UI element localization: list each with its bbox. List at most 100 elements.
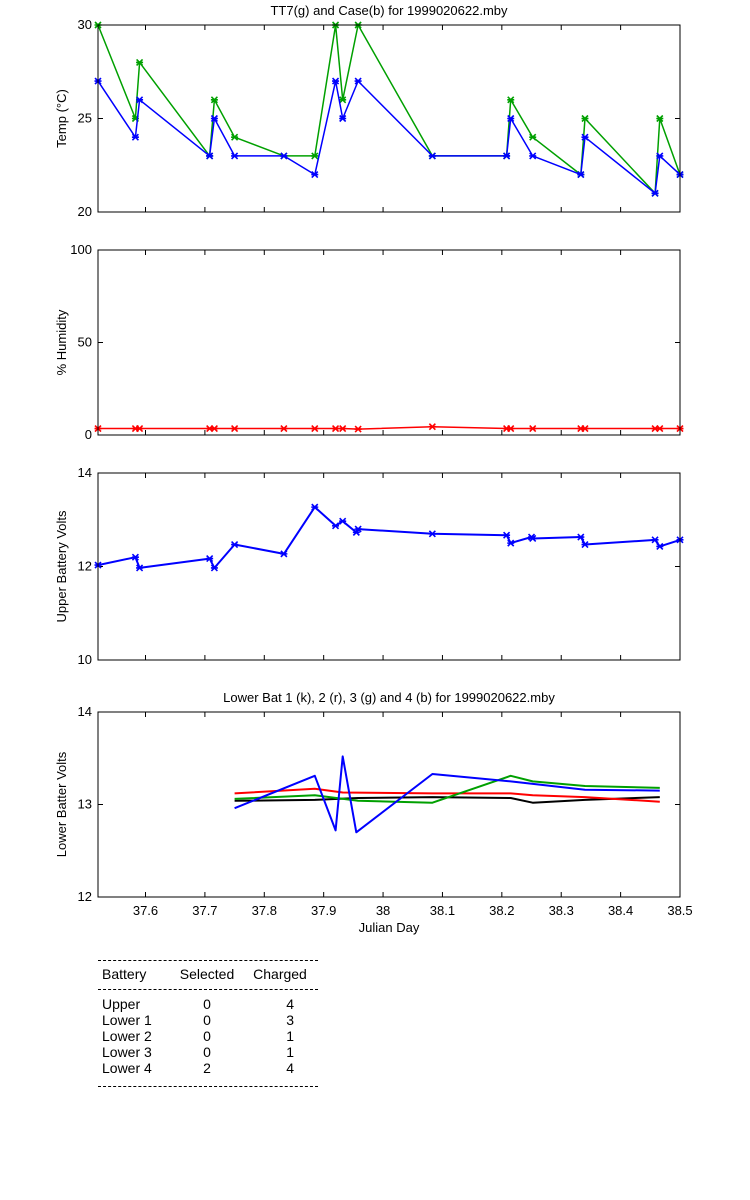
data-point [231, 133, 239, 141]
y-axis-label: % Humidity [54, 309, 69, 375]
data-point [656, 114, 664, 123]
data-point [331, 522, 340, 530]
header-selected: Selected [179, 966, 235, 982]
data-point [581, 540, 589, 549]
data-point [529, 133, 537, 141]
data-point [581, 114, 589, 123]
table-row: Lower 3 0 1 [98, 1044, 318, 1060]
x-tick-label: 37.6 [133, 903, 158, 918]
data-point [231, 152, 239, 160]
data-point [651, 536, 659, 544]
series-line [98, 425, 680, 430]
y-tick-label: 30 [78, 17, 92, 32]
series-line [97, 24, 681, 195]
cell-battery: Upper [102, 996, 141, 1012]
data-point [428, 423, 436, 431]
data-point [131, 133, 139, 141]
series-line [234, 755, 660, 834]
x-tick-label: 37.8 [252, 903, 277, 918]
cell-battery: Lower 3 [102, 1044, 152, 1060]
x-tick-label: 38.3 [549, 903, 574, 918]
table-row: Lower 1 0 3 [98, 1012, 318, 1028]
y-tick-label: 0 [85, 427, 92, 442]
data-point [428, 152, 436, 160]
x-tick-label: 38.1 [430, 903, 455, 918]
data-point [339, 96, 347, 104]
y-tick-label: 100 [70, 242, 92, 257]
data-point [206, 152, 214, 160]
data-point [581, 133, 589, 141]
data-point [280, 550, 288, 558]
data-point [280, 424, 288, 433]
y-axis-label: Lower Batter Volts [54, 751, 69, 857]
chart-title: TT7(g) and Case(b) for 1999020622.mby [270, 3, 508, 18]
data-point [311, 503, 319, 511]
data-point [136, 424, 144, 433]
table-header-rule [98, 989, 318, 990]
cell-selected: 0 [203, 996, 211, 1012]
table-row: Lower 4 2 4 [98, 1060, 318, 1076]
y-axis-label: Upper Battery Volts [54, 510, 69, 622]
data-point [339, 114, 347, 123]
data-point [354, 77, 362, 85]
y-tick-label: 14 [78, 465, 92, 480]
data-point [651, 189, 659, 197]
cell-battery: Lower 1 [102, 1012, 152, 1028]
data-point [206, 554, 214, 563]
data-point [136, 58, 144, 66]
y-tick-label: 50 [78, 335, 92, 350]
cell-selected: 0 [203, 1028, 211, 1044]
cell-battery: Lower 4 [102, 1060, 152, 1076]
x-tick-label: 38 [376, 903, 390, 918]
table-header-row: Battery Selected Charged [98, 961, 318, 989]
cell-selected: 0 [203, 1044, 211, 1060]
y-tick-label: 20 [78, 204, 92, 219]
cell-charged: 4 [286, 996, 294, 1012]
x-axis-label: Julian Day [359, 920, 420, 935]
cell-battery: Lower 2 [102, 1028, 152, 1044]
x-tick-label: 37.7 [192, 903, 217, 918]
data-point [231, 424, 239, 433]
data-point [311, 424, 319, 433]
x-tick-label: 37.9 [311, 903, 336, 918]
header-battery: Battery [102, 966, 147, 982]
data-point [503, 531, 511, 539]
data-point [354, 425, 362, 433]
data-point [577, 171, 585, 179]
plot-frame [97, 249, 681, 436]
data-point [210, 96, 218, 104]
y-tick-label: 25 [78, 111, 92, 126]
table-body: Upper 0 4 Lower 1 0 3 Lower 2 0 1 Lower … [98, 990, 318, 1086]
x-tick-label: 38.2 [489, 903, 514, 918]
data-point [428, 530, 436, 538]
data-point [507, 114, 515, 123]
battery-table: Battery Selected Charged Upper 0 4 Lower… [98, 960, 318, 1087]
chart-panel-3: Upper Battery Volts 10 12 14 [54, 465, 684, 667]
data-point [529, 152, 537, 160]
y-tick-label: 13 [78, 797, 92, 812]
cell-charged: 1 [286, 1044, 294, 1060]
chart-panel-2: % Humidity 0 50 100 [54, 242, 684, 442]
data-point [503, 152, 511, 160]
series-line [234, 796, 660, 804]
chart-panel-4: Lower Bat 1 (k), 2 (r), 3 (g) and 4 (b) … [54, 690, 693, 935]
data-point [210, 424, 218, 433]
y-tick-label: 10 [78, 652, 92, 667]
x-tick-label: 38.4 [608, 903, 633, 918]
data-point [581, 424, 589, 433]
cell-selected: 0 [203, 1012, 211, 1028]
data-point [311, 171, 319, 179]
data-point [311, 152, 319, 160]
table-row: Upper 0 4 [98, 996, 318, 1012]
data-point [136, 96, 144, 104]
figure-canvas: TT7(g) and Case(b) for 1999020622.mby Tem… [54, 3, 693, 935]
cell-charged: 1 [286, 1028, 294, 1044]
cell-charged: 3 [286, 1012, 294, 1028]
data-point [136, 564, 144, 572]
y-tick-label: 12 [78, 889, 92, 904]
cell-charged: 4 [286, 1060, 294, 1076]
data-point [507, 96, 515, 104]
x-tick-label: 38.5 [667, 903, 692, 918]
data-point [656, 542, 664, 550]
plot-frame [97, 24, 681, 213]
